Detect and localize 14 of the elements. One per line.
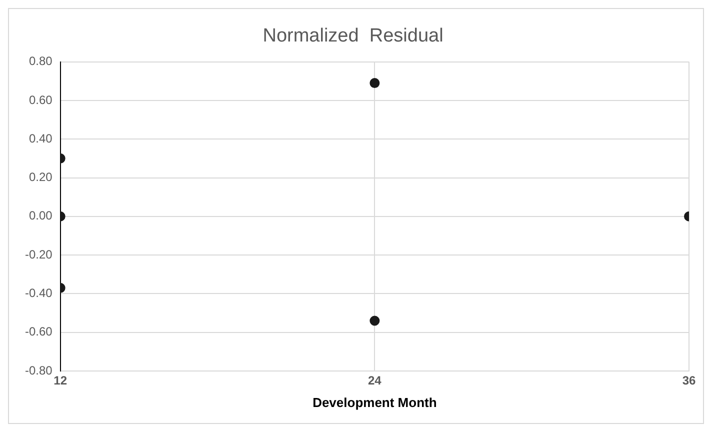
x-tick-label: 12 [54, 374, 68, 388]
y-tick-label: 0.60 [28, 92, 53, 107]
y-tick-label: -0.20 [24, 247, 53, 262]
x-axis-title: Development Month [312, 394, 437, 410]
y-tick-label: -0.40 [24, 286, 53, 300]
y-tick-label: 0.00 [28, 208, 53, 223]
y-tick-label: 0.80 [28, 54, 53, 68]
x-tick-label: 24 [368, 374, 382, 388]
x-tick-label: 36 [682, 374, 696, 388]
y-tick-label: 0.20 [28, 170, 53, 184]
y-tick-label: 0.40 [28, 131, 53, 146]
y-tick-label: -0.80 [24, 363, 53, 378]
y-tick-label: -0.60 [24, 324, 53, 339]
chart-title: Normalized Residual [262, 26, 444, 47]
